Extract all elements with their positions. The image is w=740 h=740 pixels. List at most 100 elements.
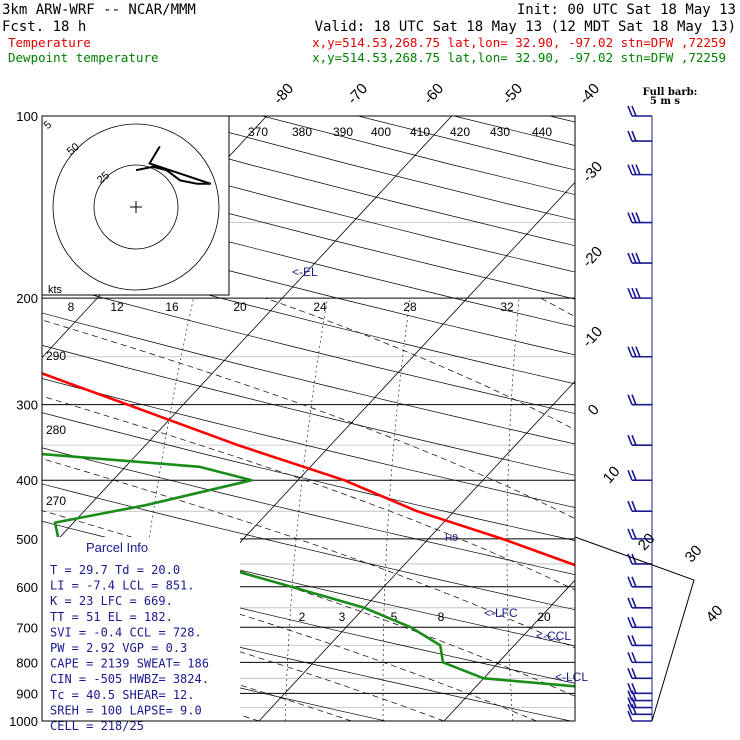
theta-label: 380 xyxy=(292,125,312,139)
dewpoint-legend-label: Dewpoint temperature xyxy=(8,50,159,65)
mixing-ratio-label: 20 xyxy=(537,610,551,624)
barb-flag xyxy=(632,106,636,116)
wind-barb xyxy=(628,554,652,564)
barb-flag xyxy=(628,106,632,116)
dry-adiabat xyxy=(550,116,740,721)
isotherm-label: -50 xyxy=(499,80,526,107)
wind-barb xyxy=(628,213,652,223)
parcel-info-row: Tc = 40.5 SHEAR= 12. xyxy=(50,688,195,702)
mixing-ratio-label: 3 xyxy=(339,610,346,624)
wind-barb xyxy=(628,683,652,693)
mixing-ratio-line xyxy=(507,298,519,721)
wind-barbs xyxy=(628,106,652,721)
temperature-location-info: x,y=514.53,268.75 lat,lon= 32.90, -97.02… xyxy=(312,35,726,50)
valid-time: Valid: 18 UTC Sat 18 May 13 (12 MDT Sat … xyxy=(315,19,736,35)
dry-adiabat xyxy=(167,116,740,721)
barb-flag xyxy=(628,213,632,223)
pressure-label: 400 xyxy=(16,473,38,488)
barb-flag xyxy=(636,213,640,223)
barb-flag xyxy=(636,165,640,175)
barb-flag xyxy=(632,131,636,141)
wind-barb xyxy=(628,470,652,480)
barb-flag xyxy=(632,577,636,587)
parcel-info-row: LI = -7.4 LCL = 851. xyxy=(50,579,195,593)
parcel-info-row: SVI = -0.4 CCL = 728. xyxy=(50,625,202,639)
isotherm xyxy=(444,116,740,721)
isotherm-label: -80 xyxy=(270,80,297,107)
isotherm-label: -40 xyxy=(576,80,603,107)
pressure-label: 600 xyxy=(16,580,38,595)
dry-adiabat xyxy=(0,116,16,721)
parcel-info-row: SREH = 100 LAPSE= 9.0 xyxy=(50,703,202,717)
lfc-marker: <-LFC xyxy=(484,606,518,620)
barb-flag xyxy=(628,288,632,298)
wind-barb xyxy=(628,106,652,116)
pressure-label: 700 xyxy=(16,620,38,635)
mixing-ratio-label: 20 xyxy=(233,300,247,314)
isotherm-label: -70 xyxy=(344,80,371,107)
theta-label: 270 xyxy=(46,494,66,508)
el-marker: <-EL xyxy=(292,265,318,279)
wind-barb xyxy=(628,598,652,608)
barb-flag xyxy=(628,598,632,608)
barb-flag xyxy=(632,395,636,405)
mixing-ratio-line xyxy=(718,298,740,721)
isotherm-label: -60 xyxy=(420,80,447,107)
wind-barb xyxy=(628,668,652,678)
temperature-legend-label: Temperature xyxy=(8,35,91,50)
wind-barb xyxy=(628,395,652,405)
wind-barb xyxy=(628,435,652,445)
parcel-info-title: Parcel Info xyxy=(86,540,148,555)
barb-flag xyxy=(632,635,636,645)
isotherm xyxy=(629,116,740,721)
barb-flag xyxy=(628,617,632,627)
barb-flag xyxy=(632,652,636,662)
hodograph-units: kts xyxy=(48,284,63,296)
wind-barb xyxy=(628,131,652,141)
barb-flag xyxy=(632,213,636,223)
barb-flag xyxy=(628,470,632,480)
ccl-marker: <-CCL xyxy=(536,629,571,643)
isotherm-label: 20 xyxy=(635,530,659,554)
wind-barb xyxy=(628,652,652,662)
mixing-ratio-label: 28 xyxy=(403,300,417,314)
theta-label: 390 xyxy=(333,125,353,139)
barb-flag xyxy=(628,347,632,357)
wind-barb xyxy=(628,577,652,587)
parcel-info-row: CAPE = 2139 SWEAT= 186 xyxy=(50,657,209,671)
barb-flag xyxy=(628,253,632,263)
wind-barb xyxy=(628,288,652,298)
theta-label: 430 xyxy=(490,125,510,139)
wind-barb xyxy=(628,501,652,511)
pressure-label: 300 xyxy=(16,398,38,413)
isotherm-label: 30 xyxy=(682,542,706,566)
mixing-ratio-label: 12 xyxy=(110,300,124,314)
theta-label: 290 xyxy=(46,349,66,363)
isotherm-label: -30 xyxy=(579,158,606,185)
barb-flag xyxy=(628,529,632,539)
parcel-info-row: PW = 2.92 VGP = 0.3 xyxy=(50,641,187,655)
parcel-info-row: TT = 51 EL = 182. xyxy=(50,610,173,624)
barb-flag xyxy=(632,501,636,511)
barb-flag xyxy=(628,501,632,511)
mixing-ratio-line xyxy=(383,298,410,721)
barb-flag xyxy=(636,288,640,298)
barb-flag xyxy=(632,529,636,539)
barb-flag xyxy=(636,347,640,357)
isotherm-label: -20 xyxy=(579,243,606,270)
theta-label: 440 xyxy=(532,125,552,139)
isotherm-label: 10 xyxy=(600,463,624,487)
h0-marker: H0 xyxy=(445,533,458,544)
barb-flag xyxy=(628,131,632,141)
theta-label: 370 xyxy=(248,125,268,139)
pressure-label: 800 xyxy=(16,655,38,670)
hodograph-inset: 5 50 25 kts xyxy=(42,116,229,296)
barb-legend-units: 5 m s xyxy=(650,96,681,107)
isotherm-label: 0 xyxy=(585,401,603,419)
barb-flag xyxy=(628,435,632,445)
dewpoint-location-info: x,y=514.53,268.75 lat,lon= 32.90, -97.02… xyxy=(312,50,726,65)
moist-adiabat xyxy=(541,298,740,721)
theta-label: 420 xyxy=(450,125,470,139)
isotherm-label: 40 xyxy=(703,602,727,626)
